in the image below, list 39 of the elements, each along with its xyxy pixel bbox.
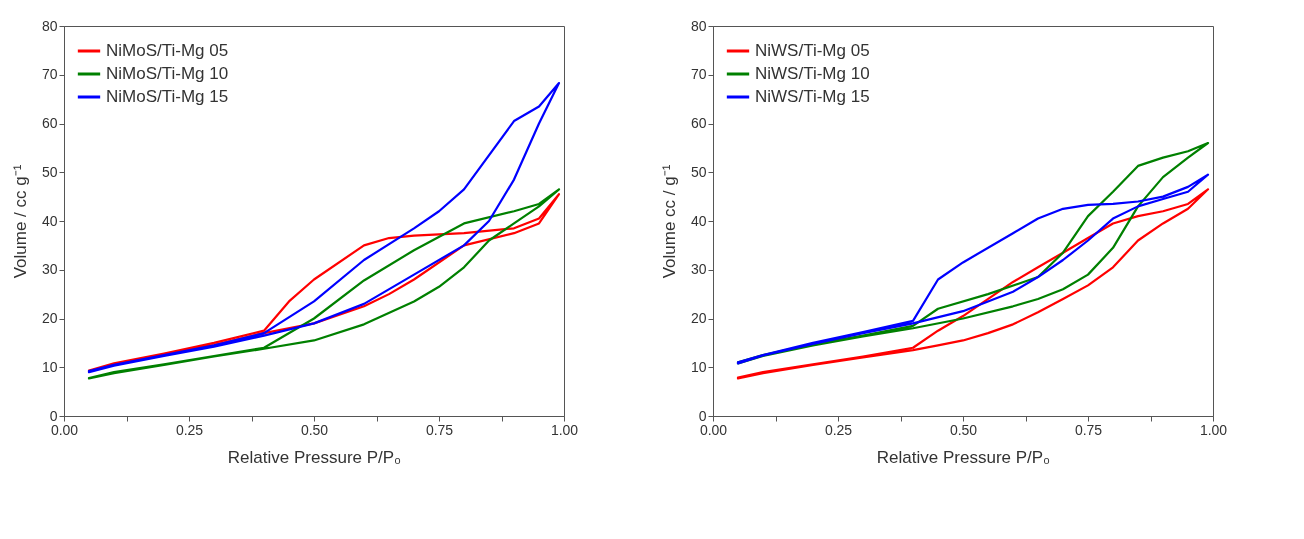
y-tick-label: 70 <box>41 66 58 83</box>
legend-label: NiMoS/Ti-Mg 05 <box>106 41 229 60</box>
y-tick-label: 80 <box>41 17 58 34</box>
y-tick-label: 40 <box>690 212 707 229</box>
y-tick-label: 10 <box>690 358 707 375</box>
y-tick-label: 80 <box>690 17 707 34</box>
y-tick-label: 60 <box>41 115 58 131</box>
legend-label: NiMoS/Ti-Mg 15 <box>106 87 229 106</box>
x-tick-label: 0.25 <box>175 421 204 438</box>
y-tick-label: 50 <box>41 163 58 180</box>
x-axis-title: Relative Pressure P/P₀ <box>227 447 402 467</box>
x-axis-title: Relative Pressure P/P₀ <box>876 447 1051 467</box>
x-tick-label: 0.50 <box>300 421 329 438</box>
y-tick-label: 20 <box>690 310 707 326</box>
legend-label: NiWS/Ti-Mg 05 <box>755 41 870 60</box>
y-tick-label: 30 <box>41 261 58 278</box>
legend-label: NiWS/Ti-Mg 15 <box>755 87 870 106</box>
y-axis-title: Volume / cc g⁻¹ <box>10 164 30 279</box>
x-tick-label: 0.00 <box>50 421 79 438</box>
y-tick-label: 50 <box>690 163 707 180</box>
x-tick-label: 1.00 <box>550 421 579 438</box>
x-tick-label: 0.25 <box>824 421 853 438</box>
y-tick-label: 20 <box>41 310 58 326</box>
line-series <box>87 81 561 374</box>
legend-label: NiWS/Ti-Mg 10 <box>755 64 870 83</box>
y-tick-label: 0 <box>698 407 707 424</box>
y-tick-label: 30 <box>690 261 707 278</box>
y-tick-label: 40 <box>41 212 58 229</box>
y-tick-label: 10 <box>41 358 58 375</box>
y-axis-title: Volume cc / g⁻¹ <box>659 164 679 279</box>
x-tick-label: 0.00 <box>699 421 728 438</box>
x-tick-label: 1.00 <box>1199 421 1228 438</box>
x-tick-label: 0.75 <box>1074 421 1103 438</box>
x-tick-label: 0.75 <box>425 421 454 438</box>
y-tick-label: 70 <box>690 66 707 83</box>
y-tick-label: 0 <box>49 407 58 424</box>
legend-label: NiMoS/Ti-Mg 10 <box>106 64 229 83</box>
x-tick-label: 0.50 <box>949 421 978 438</box>
y-tick-label: 60 <box>690 115 707 131</box>
